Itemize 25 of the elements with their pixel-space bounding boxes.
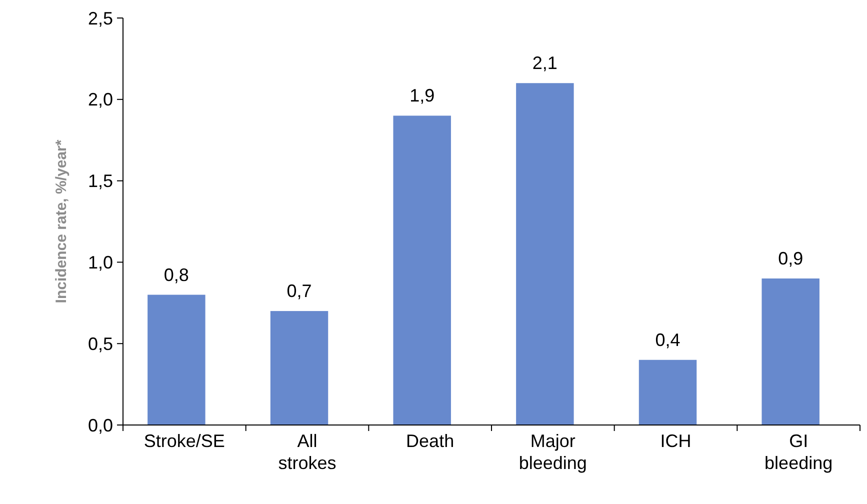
y-tick-label: 0,0 bbox=[88, 415, 113, 436]
y-axis-title: Incidence rate, %/year* bbox=[53, 140, 70, 304]
x-tick-label: Major bleeding bbox=[518, 431, 587, 473]
bar bbox=[393, 116, 451, 425]
x-tick-label: GI bleeding bbox=[764, 431, 833, 473]
bar bbox=[638, 360, 697, 425]
y-tick-label: 2,5 bbox=[88, 8, 113, 28]
x-tick-label: All strokes bbox=[278, 431, 336, 473]
bar bbox=[270, 311, 328, 425]
x-tick-label: Stroke/SE bbox=[144, 431, 225, 451]
y-tick-label: 1,5 bbox=[88, 171, 113, 192]
data-label: 0,8 bbox=[164, 264, 189, 285]
data-label: 0,7 bbox=[286, 281, 312, 302]
y-tick-label: 0,5 bbox=[88, 334, 113, 354]
x-tick-label: Death bbox=[406, 431, 454, 451]
bar bbox=[516, 83, 574, 425]
y-tick-label: 2,0 bbox=[88, 90, 113, 110]
x-tick-label: ICH bbox=[660, 431, 692, 451]
bar bbox=[762, 278, 820, 425]
data-label: 0,9 bbox=[778, 248, 804, 268]
data-label: 2,1 bbox=[532, 53, 558, 74]
data-label: 0,4 bbox=[655, 330, 680, 350]
y-tick-label: 1,0 bbox=[88, 252, 113, 272]
data-label: 1,9 bbox=[410, 86, 435, 106]
bar bbox=[148, 294, 206, 425]
